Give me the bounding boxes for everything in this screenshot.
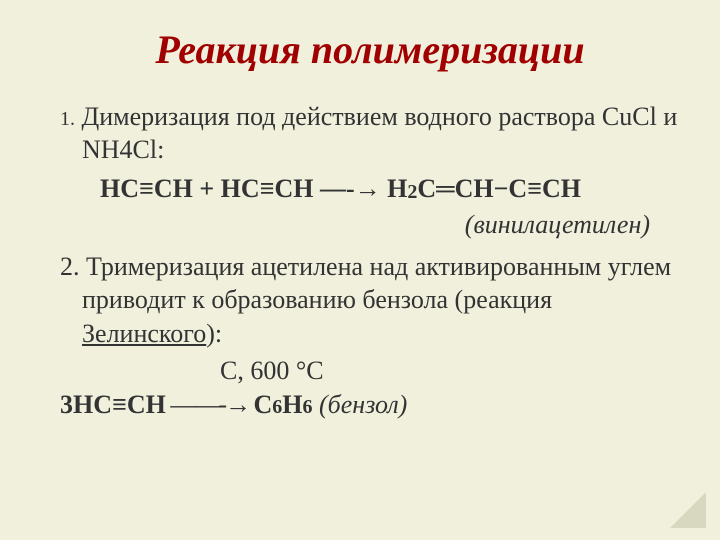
item-2-text: 2. Тримеризация ацетилена над активирова… <box>60 250 680 350</box>
eq1-rhs-c: СН−С≡СН <box>455 174 581 203</box>
page-curl-icon <box>670 492 706 528</box>
eq1-arrow: —-→ <box>313 174 387 203</box>
eq1-sub2: 2 <box>407 181 417 203</box>
eq1-lhs1: НС≡СН <box>100 174 193 203</box>
eq1-lhs2: НС≡СН <box>221 174 314 203</box>
eq2-sub6b: 6 <box>303 396 313 418</box>
eq2-rhs-a: С <box>254 390 273 419</box>
compound-1-name: (винилацетилен) <box>60 210 650 240</box>
eq1-dbl: ═ <box>436 174 454 203</box>
eq2-rhs-b: H <box>282 390 302 419</box>
reaction-conditions: С, 600 °С <box>220 356 680 386</box>
equation-2: 3НС≡СН ——-→ С6H6 (бензол) <box>60 390 680 420</box>
eq1-plus: + <box>193 174 221 203</box>
compound-2-name: (бензол) <box>313 390 408 419</box>
item-1-number: 1. <box>60 108 75 130</box>
item-2-body-a: Тримеризация ацетилена над активированны… <box>80 252 672 314</box>
eq1-rhs-a: Н <box>387 174 407 203</box>
eq1-rhs-b: С <box>417 174 436 203</box>
item-2-body-b: ): <box>206 319 222 348</box>
eq2-lhs: 3НС≡СН <box>60 390 166 419</box>
item-1-text: 1. Димеризация под действием водного рас… <box>60 101 680 166</box>
eq2-arrow: ——-→ <box>166 390 254 419</box>
eq2-sub6a: 6 <box>272 396 282 418</box>
item-1-body: Димеризация под действием водного раство… <box>75 102 677 164</box>
equation-1: НС≡СН + НС≡СН —-→ Н2С═СН−С≡СН <box>100 174 680 204</box>
slide-title: Реакция полимеризации <box>60 26 680 73</box>
item-2-link: Зелинского <box>82 319 206 348</box>
item-2-number: 2. <box>60 252 80 281</box>
